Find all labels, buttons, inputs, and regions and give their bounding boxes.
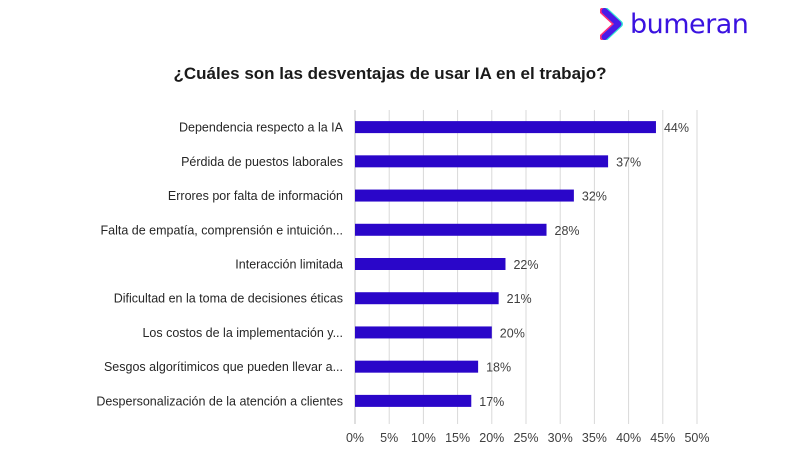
category-label: Los costos de la implementación y... [142, 326, 343, 340]
value-labels: 44% 37% 32% 28% 22% 21% 20% 18% 17% [479, 121, 689, 409]
value-label: 22% [513, 258, 538, 272]
value-label: 18% [486, 361, 511, 375]
value-label: 17% [479, 395, 504, 409]
bumeran-logo: bumeran [600, 6, 749, 42]
bar [355, 292, 499, 305]
x-tick-label: 45% [650, 431, 675, 445]
bar [355, 326, 492, 339]
bar [355, 360, 479, 373]
value-label: 21% [507, 292, 532, 306]
category-label: Sesgos algorítimicos que pueden llevar a… [104, 360, 343, 374]
value-label: 44% [664, 121, 689, 135]
x-tick-label: 5% [380, 431, 398, 445]
bar [355, 394, 472, 407]
bar [355, 258, 506, 270]
category-label: Dificultad en la toma de decisiones étic… [114, 292, 343, 306]
value-label: 20% [500, 326, 525, 340]
category-label: Dependencia respecto a la IA [179, 121, 344, 135]
value-label: 32% [582, 190, 607, 204]
value-label: 28% [555, 224, 580, 238]
x-tick-label: 25% [513, 431, 538, 445]
bar [355, 189, 574, 202]
category-label: Pérdida de puestos laborales [181, 155, 343, 169]
brand-name: bumeran [630, 8, 749, 40]
bumeran-chevron-icon [600, 8, 623, 40]
category-label: Interacción limitada [235, 258, 343, 272]
x-tick-label: 20% [479, 431, 504, 445]
bar [355, 155, 609, 168]
x-tick-label: 0% [346, 431, 364, 445]
x-tick-label: 30% [548, 431, 573, 445]
x-tick-label: 35% [582, 431, 607, 445]
bars [355, 121, 656, 407]
bar [355, 121, 656, 134]
bar [355, 223, 547, 236]
category-labels: Dependencia respecto a la IA Pérdida de p… [96, 121, 343, 409]
category-label: Falta de empatía, comprensión e intuició… [101, 223, 344, 237]
x-tick-label: 40% [616, 431, 641, 445]
x-tick-label: 50% [684, 431, 709, 445]
x-tick-label: 10% [411, 431, 436, 445]
category-label: Errores por falta de información [168, 189, 343, 203]
category-label: Despersonalización de la atención a clie… [96, 394, 343, 408]
x-tick-label: 15% [445, 431, 470, 445]
value-label: 37% [616, 155, 641, 169]
chart-title: ¿Cuáles son las desventajas de usar IA e… [173, 64, 607, 83]
x-axis-ticks: 0% 5% 10% 15% 20% 25% 30% 35% 40% 45% 50% [346, 431, 710, 445]
